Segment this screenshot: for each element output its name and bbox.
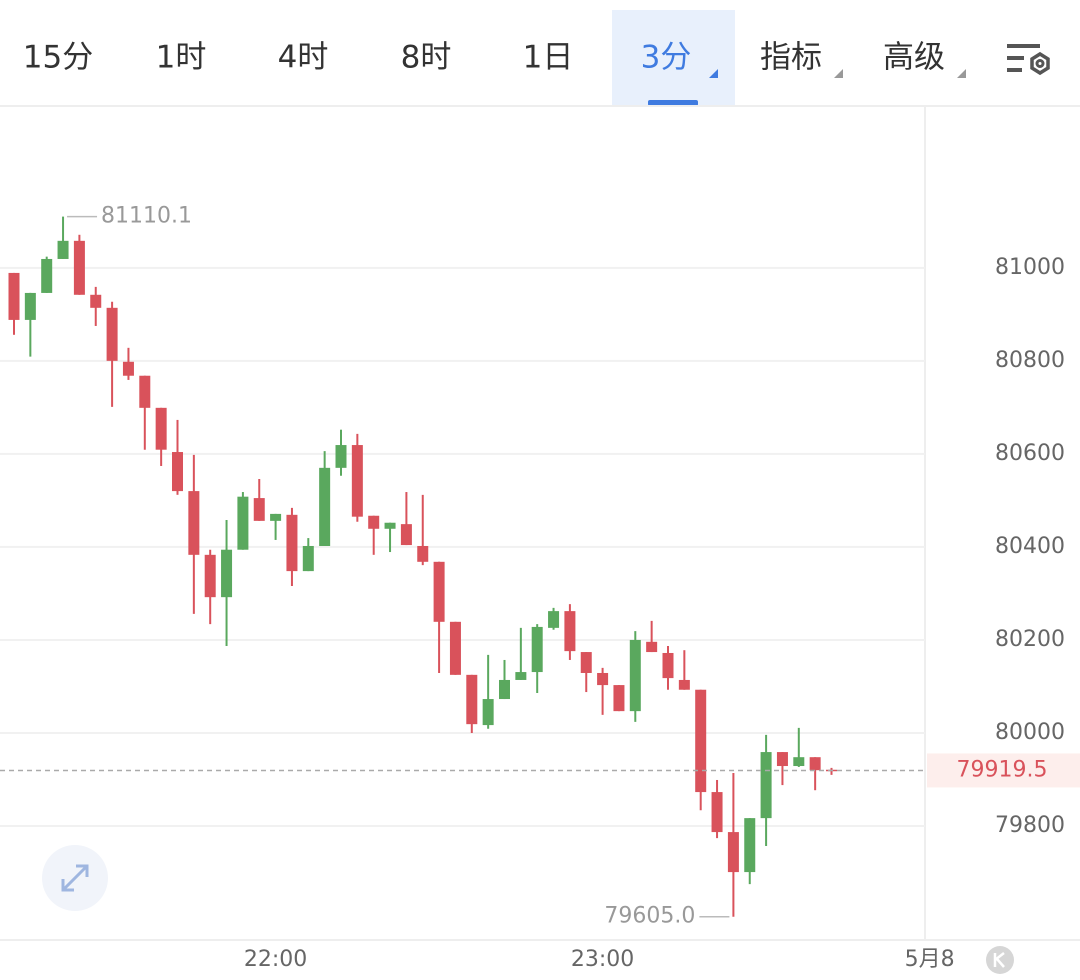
candle-body — [793, 757, 805, 767]
active-tab-background — [612, 10, 735, 106]
candle-body — [286, 514, 298, 572]
tab[interactable]: 高级 — [883, 40, 945, 76]
candle-body — [172, 452, 183, 492]
candle-body — [662, 652, 674, 679]
extreme-marker-label: 81110.1 — [101, 204, 192, 229]
tab[interactable]: 4时 — [278, 40, 329, 76]
candle-body — [760, 752, 772, 819]
y-tick-label: 81000 — [995, 255, 1065, 280]
y-tick-label: 80200 — [995, 627, 1065, 652]
candle-body — [482, 699, 494, 726]
tab[interactable]: 15分 — [23, 40, 93, 76]
candle-body — [351, 445, 363, 517]
candle-body — [41, 258, 53, 293]
candle-body — [695, 689, 707, 793]
candle-body — [335, 445, 347, 468]
candle-body — [646, 641, 658, 653]
candle-body — [499, 679, 510, 700]
candle-body — [188, 491, 200, 555]
candle-body — [253, 498, 265, 521]
tab[interactable]: 指标 — [760, 40, 822, 76]
candle-body — [744, 818, 756, 873]
candle-body — [727, 832, 739, 873]
candle-body — [809, 757, 821, 771]
candle-body — [776, 752, 788, 767]
y-tick-label: 80800 — [995, 348, 1065, 373]
candle-body — [302, 545, 314, 572]
y-tick-label: 80400 — [995, 534, 1065, 559]
candle-body — [466, 674, 478, 725]
candle-body — [24, 292, 36, 320]
tab[interactable]: 1时 — [156, 40, 207, 76]
candle-body — [319, 467, 331, 546]
candle-body — [564, 611, 576, 652]
candle-body — [580, 652, 592, 673]
candle-body — [433, 561, 445, 622]
dropdown-caret — [709, 69, 718, 78]
candle-body — [237, 496, 249, 550]
tab[interactable]: 3分 — [641, 40, 692, 76]
k-button[interactable] — [986, 946, 1014, 974]
candle-body — [629, 639, 641, 712]
candle-body — [417, 545, 429, 562]
fullscreen-button[interactable] — [42, 845, 108, 911]
candle-body — [8, 272, 20, 320]
candle-body — [90, 294, 102, 308]
tab[interactable]: 1日 — [523, 40, 574, 76]
candle-body — [384, 522, 396, 529]
candle-body — [270, 513, 282, 521]
tab-bar: 15分 1时 4时 8时 1日 3分 指标 高级 — [23, 10, 966, 106]
candle-body — [122, 361, 134, 376]
candle-body — [613, 685, 625, 712]
candle-body — [531, 626, 543, 673]
candle-body — [204, 554, 216, 598]
settings-icon[interactable] — [1007, 44, 1050, 76]
tab[interactable]: 8时 — [401, 40, 452, 76]
candle-body — [139, 375, 151, 408]
candle-body — [400, 524, 412, 546]
candle-body — [548, 611, 560, 628]
candle-body — [57, 240, 69, 259]
candle-body — [678, 679, 690, 690]
y-tick-label: 80600 — [995, 441, 1065, 466]
candle-body — [711, 792, 723, 833]
candle-body — [221, 549, 233, 598]
candle-body — [597, 672, 609, 686]
extreme-marker-label: 79605.0 — [604, 904, 695, 929]
last-price-badge — [927, 753, 1080, 788]
dropdown-caret — [834, 69, 843, 78]
candle-body — [449, 621, 461, 675]
y-tick-label: 80000 — [995, 720, 1065, 745]
candle-body — [368, 515, 380, 529]
candle-body — [515, 672, 527, 680]
x-tick-label: 23:00 — [571, 947, 634, 972]
active-tab-underline — [648, 100, 698, 106]
candle-body — [155, 407, 167, 450]
candle-body — [106, 307, 118, 361]
y-tick-label: 79800 — [995, 813, 1065, 838]
candle-body — [73, 240, 85, 295]
x-tick-label: 22:00 — [244, 947, 307, 972]
last-price-label: 79919.5 — [957, 757, 1048, 782]
dropdown-caret — [957, 69, 966, 78]
x-tick-label: 5月8 — [905, 947, 955, 972]
plot: 79800 80000 80200 80400 80600 80800 81000 22:00… — [0, 204, 1080, 972]
